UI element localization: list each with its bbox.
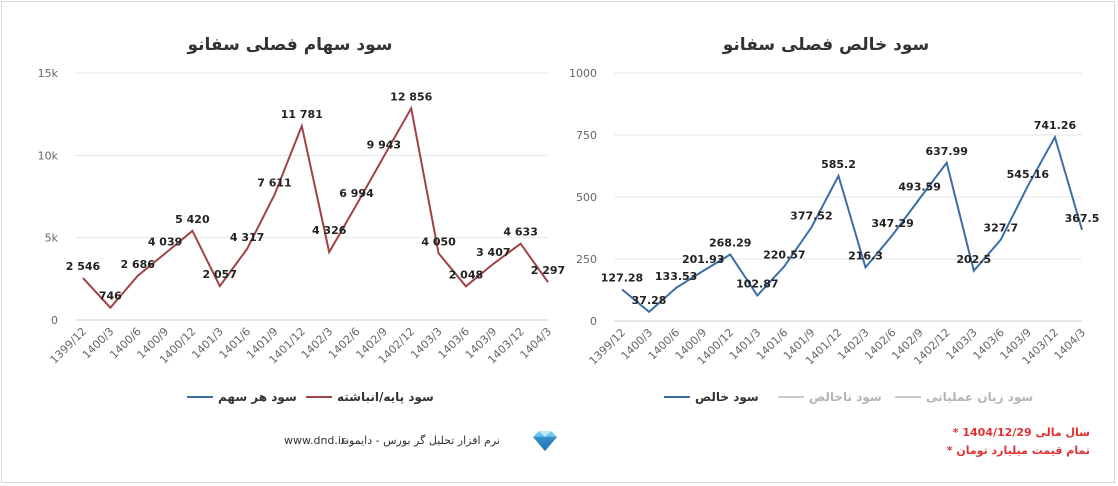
series-line <box>82 105 549 310</box>
x-tick-label: 1399/12 <box>587 326 629 368</box>
x-tick-label: 1399/12 <box>48 325 90 367</box>
legend-label-gross-profit: سود ناخالص <box>809 390 882 405</box>
data-label: 493.59 <box>898 181 940 194</box>
data-label: 7 611 <box>257 177 291 190</box>
data-label: 216.3 <box>848 249 883 262</box>
data-label: 746 <box>99 290 122 303</box>
data-label: 2 546 <box>66 260 101 273</box>
series-line <box>621 134 1083 314</box>
data-label: 127.28 <box>601 271 643 284</box>
data-label: 3 407 <box>476 246 510 259</box>
data-label: 220.57 <box>763 248 805 261</box>
data-label: 2 057 <box>203 268 237 281</box>
data-label: 585.2 <box>821 158 856 171</box>
legend-eps: سود هر سهم سود پایه/انباشته <box>187 390 434 405</box>
data-label: 347.29 <box>871 217 913 230</box>
data-label: 133.53 <box>655 270 697 283</box>
chart-title-eps: سود سهام فصلی سفانو <box>186 35 392 55</box>
data-label: 9 943 <box>367 138 401 151</box>
legend-label-base-profit: سود پایه/انباشته <box>337 390 434 405</box>
data-label: 37.28 <box>632 294 667 307</box>
legend-item-base-profit[interactable]: سود پایه/انباشته <box>306 390 434 405</box>
y-tick-label: 15k <box>38 67 59 80</box>
data-label: 637.99 <box>925 145 967 158</box>
data-label: 2 048 <box>449 268 483 281</box>
footer-brand-text: نرم افزار تحلیل گر بورس - دایموند <box>340 434 500 447</box>
data-label: 201.93 <box>682 253 724 266</box>
data-label: 4 317 <box>230 231 264 244</box>
plot-net-profit: 025050075010001399/121400/31400/61400/91… <box>569 67 1099 367</box>
note-units: * تمام قیمت میلیارد تومان <box>947 444 1090 457</box>
legend-label-eps: سود هر سهم <box>218 390 297 405</box>
data-label: 12 856 <box>390 90 432 103</box>
data-label: 4 039 <box>148 235 182 248</box>
data-label: 6 994 <box>339 187 374 200</box>
legend-item-eps[interactable]: سود هر سهم <box>187 390 297 405</box>
data-label: 4 326 <box>312 224 347 237</box>
legend-item-operating-profit[interactable]: سود زیان عملیاتی <box>895 390 1033 405</box>
legend-item-net-profit[interactable]: سود خالص <box>664 390 759 405</box>
y-tick-label: 0 <box>51 314 58 327</box>
legend-net-profit: سود خالص سود ناخالص سود زیان عملیاتی <box>664 390 1033 405</box>
y-tick-label: 10k <box>38 149 59 162</box>
data-label: 327.7 <box>983 222 1018 235</box>
legend-label-net-profit: سود خالص <box>695 390 759 405</box>
y-tick-label: 0 <box>590 315 597 328</box>
data-label: 545.16 <box>1007 168 1050 181</box>
legend-item-gross-profit[interactable]: سود ناخالص <box>778 390 882 405</box>
data-label: 11 781 <box>281 108 323 121</box>
y-tick-label: 5k <box>45 232 59 245</box>
note-fiscal-year: * سال مالی 1404/12/29 <box>953 426 1090 439</box>
y-tick-label: 750 <box>576 129 597 142</box>
legend-label-operating-profit: سود زیان عملیاتی <box>926 390 1033 405</box>
footer-site-link[interactable]: www.dnd.ir- <box>284 434 349 447</box>
data-label: 2 297 <box>531 264 565 277</box>
y-tick-label: 250 <box>576 253 597 266</box>
y-tick-label: 500 <box>576 191 597 204</box>
data-label: 4 633 <box>503 226 537 239</box>
data-label: 377.52 <box>790 209 832 222</box>
data-label: 741.26 <box>1034 119 1077 132</box>
y-tick-label: 1000 <box>569 67 597 80</box>
data-label: 5 420 <box>175 213 210 226</box>
plot-eps: 05k10k15k1399/121400/31400/61400/91400/1… <box>38 67 566 366</box>
data-label: 202.5 <box>956 253 991 266</box>
data-label: 102.87 <box>736 277 778 290</box>
data-label: 2 686 <box>120 258 155 271</box>
data-label: 367.5 <box>1065 212 1100 225</box>
chart-title-net-profit: سود خالص فصلی سفانو <box>722 35 929 55</box>
data-label: 268.29 <box>709 236 751 249</box>
data-label: 4 050 <box>421 235 456 248</box>
footer: نرم افزار تحلیل گر بورس - دایموند www.dn… <box>284 431 557 451</box>
diamond-icon <box>533 431 557 451</box>
